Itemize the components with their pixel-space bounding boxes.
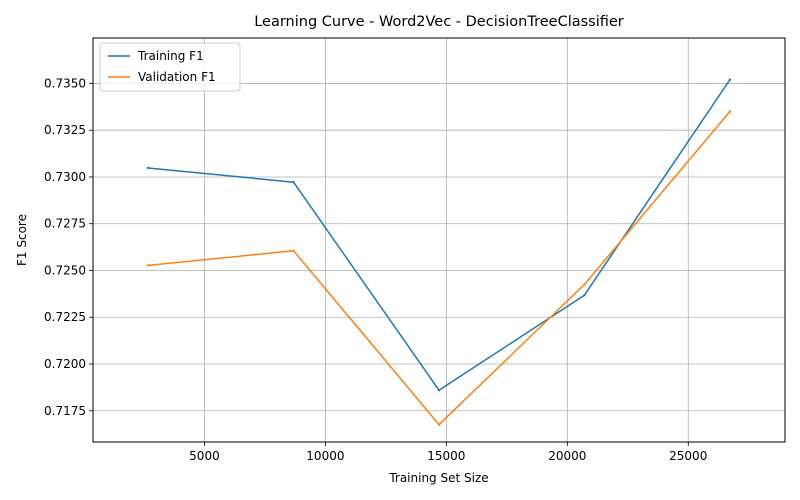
data-point-validation-f1 <box>437 423 441 426</box>
x-axis-label: Training Set Size <box>388 471 488 485</box>
x-tick-label: 20000 <box>548 449 586 463</box>
y-tick-label: 0.7300 <box>44 170 86 184</box>
data-point-validation-f1 <box>292 249 295 253</box>
y-tick-label: 0.7250 <box>44 263 86 277</box>
x-tick-label: 25000 <box>669 449 707 463</box>
chart-title: Learning Curve - Word2Vec - DecisionTree… <box>254 14 624 30</box>
y-tick-label: 0.7325 <box>44 123 86 137</box>
data-point-training-f1 <box>728 78 732 81</box>
series-layer <box>146 78 732 426</box>
legend: Training F1 Validation F1 <box>99 42 241 92</box>
legend-box <box>99 42 241 92</box>
y-tick-label: 0.7200 <box>44 357 86 371</box>
data-point-training-f1 <box>146 166 150 170</box>
y-axis-label: F1 Score <box>15 214 29 266</box>
y-tick-label: 0.7275 <box>44 217 86 231</box>
tick-layer: 5000 10000 15000 20000 25000 0.7175 0.7200 0.72… <box>44 76 707 463</box>
y-tick-label: 0.7225 <box>44 310 86 324</box>
legend-label: Validation F1 <box>138 70 216 84</box>
data-point-training-f1 <box>292 181 295 184</box>
data-point-validation-f1 <box>728 110 732 113</box>
x-tick-label: 15000 <box>427 449 465 463</box>
grid-layer <box>93 38 785 442</box>
data-point-validation-f1 <box>146 264 150 267</box>
x-tick-label: 5000 <box>189 449 220 463</box>
data-point-validation-f1 <box>583 283 586 286</box>
plot-frame <box>92 37 786 443</box>
x-tick-label: 10000 <box>306 449 344 463</box>
legend-label: Training F1 <box>137 49 204 63</box>
y-tick-label: 0.7350 <box>44 76 86 90</box>
y-tick-label: 0.7175 <box>44 404 86 418</box>
data-point-training-f1 <box>437 388 441 392</box>
data-point-training-f1 <box>583 293 586 297</box>
